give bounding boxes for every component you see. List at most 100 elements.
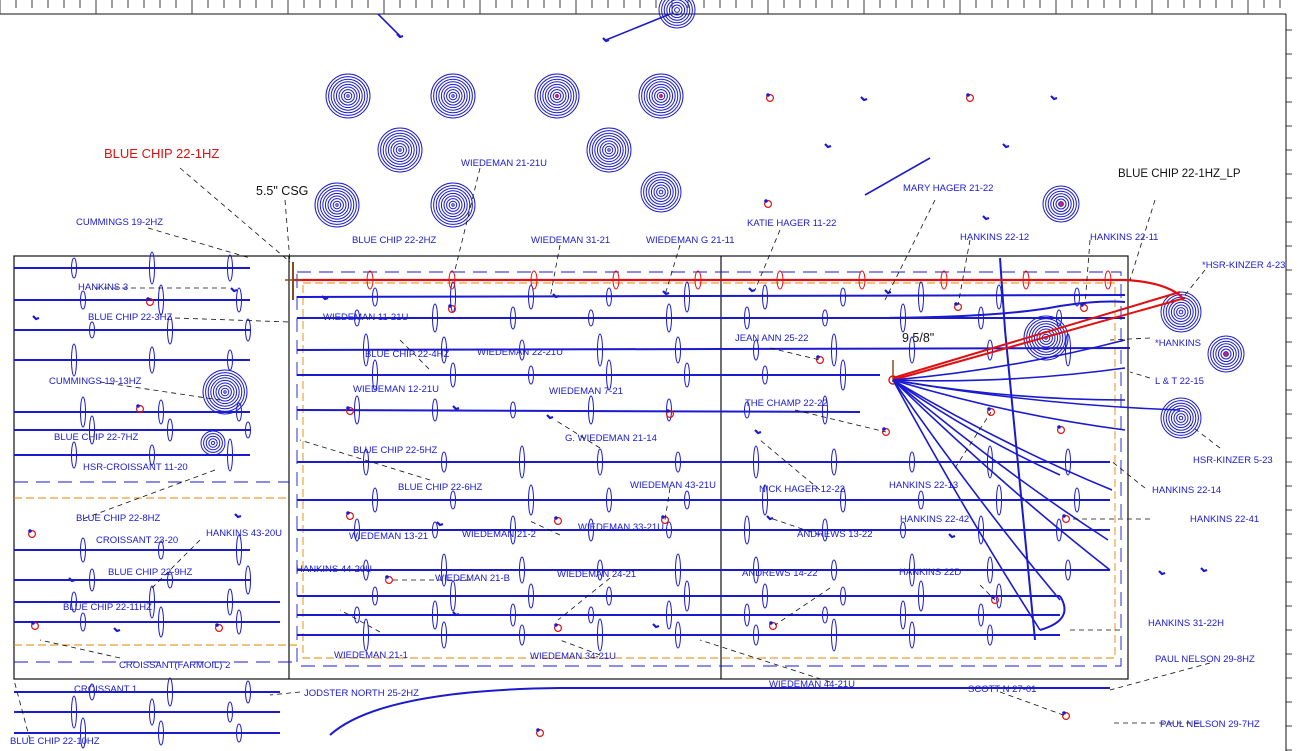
uncertainty-ellipse: [80, 396, 86, 428]
uncertainty-ellipse: [519, 556, 525, 584]
pad-wellbore-fan: [892, 339, 1181, 631]
uncertainty-ellipse: [753, 445, 759, 479]
leader-line: [664, 244, 681, 296]
fan-wellbore: [892, 379, 1109, 541]
uncertainty-ellipse: [89, 683, 95, 701]
target-ring: [534, 73, 580, 119]
surface-well: [824, 143, 832, 149]
well-label-wiedeman-21-1: WIEDEMAN 21-1: [334, 650, 408, 661]
uncertainty-ellipse: [753, 556, 759, 584]
uncertainty-ellipse: [149, 585, 155, 619]
well-label-croissant-1: CROISSANT 1: [74, 684, 137, 695]
uncertainty-ellipse: [519, 339, 525, 361]
leader-line: [774, 587, 831, 626]
surface-well: [552, 293, 560, 299]
leader-line: [979, 584, 996, 601]
leader-line: [999, 691, 1067, 717]
well-label-l-t-22-15: L & T 22-15: [1155, 376, 1204, 387]
wellbore: [329, 687, 1110, 736]
surface-well: [602, 37, 610, 43]
surface-well: [982, 215, 990, 221]
subject-well-path: [285, 262, 1186, 385]
uncertainty-ellipse: [432, 521, 438, 539]
subject-well-label: BLUE CHIP 22-1HZ: [104, 146, 219, 161]
uncertainty-ellipse: [245, 680, 251, 704]
subject-well-lp-label: BLUE CHIP 22-1HZ_LP: [1118, 168, 1241, 180]
leader-line: [529, 520, 561, 536]
uncertainty-ellipse: [597, 333, 603, 367]
surface-well: [1056, 425, 1065, 435]
leader-line: [794, 409, 887, 433]
uncertainty-ellipse: [606, 359, 612, 391]
uncertainty-ellipse: [900, 303, 906, 333]
uncertainty-ellipse: [149, 444, 155, 466]
uncertainty-ellipse: [167, 418, 173, 442]
uncertainty-ellipse: [987, 624, 993, 646]
wellbore: [296, 294, 1126, 298]
surface-well: [768, 621, 777, 630]
uncertainty-ellipse: [744, 306, 750, 330]
surface-well: [948, 533, 956, 539]
uncertainty-ellipse: [744, 401, 750, 419]
surface-well: [763, 199, 772, 209]
surface-well: [754, 429, 762, 435]
surface-well: [321, 295, 329, 301]
well-label-hankins-22d: HANKINS 22D: [899, 567, 961, 578]
well-label-croissant-23-20: CROISSANT 23-20: [96, 535, 178, 546]
surface-well: [884, 289, 892, 295]
wellbore: [296, 409, 861, 413]
uncertainty-ellipse: [840, 287, 846, 307]
surface-well: [546, 414, 554, 420]
surface-well: [230, 287, 238, 293]
leader-line: [13, 679, 31, 741]
well-label-croissant-farmoil-2: CROISSANT(FARMOIL) 2: [119, 660, 230, 671]
well-label-wiedeman-21-21u: WIEDEMAN 21-21U: [461, 158, 547, 169]
uncertainty-ellipse: [675, 451, 681, 473]
fan-wellbore: [892, 379, 1113, 491]
uncertainty-ellipse: [1056, 309, 1062, 327]
well-label-blue-chip-22-8hz: BLUE CHIP 22-8HZ: [76, 513, 160, 524]
uncertainty-ellipse: [675, 336, 681, 364]
uncertainty-ellipse: [450, 362, 456, 388]
uncertainty-ellipse: [519, 624, 525, 646]
uncertainty-ellipse: [831, 333, 837, 367]
well-label-scott-n-27-01: SCOTT N 27-01: [968, 684, 1036, 695]
uncertainty-ellipse: [158, 399, 164, 425]
surface-locations: [28, 13, 1208, 737]
well-label-andrews-14-22: ANDREWS 14-22: [742, 568, 818, 579]
uncertainty-ellipse: [158, 720, 164, 746]
surface-well: [953, 302, 962, 312]
uncertainty-ellipse: [510, 603, 516, 627]
well-label-blue-chip-22-10hz: BLUE CHIP 22-10HZ: [10, 736, 100, 747]
horizontal-wellbores: [14, 257, 1131, 736]
well-label-hsr-kinzer-4-23: *HSR-KINZER 4-23: [1202, 260, 1285, 271]
uncertainty-ellipse: [588, 518, 594, 542]
uncertainty-ellipse: [822, 606, 828, 624]
target-ring: [314, 182, 360, 228]
leader-line: [549, 244, 561, 299]
uncertainty-ellipse: [606, 487, 612, 513]
uncertainty-ellipse: [597, 448, 603, 476]
uncertainty-ellipse: [606, 586, 612, 606]
uncertainty-ellipse: [900, 600, 906, 630]
well-label-wiedeman-13-21: WIEDEMAN 13-21: [349, 531, 428, 542]
uncertainty-ellipse: [978, 306, 984, 330]
well-label-andrews-13-22: ANDREWS 13-22: [797, 529, 873, 540]
leader-line: [884, 199, 936, 301]
leader-line: [299, 439, 431, 481]
surface-well: [553, 516, 562, 525]
leader-line: [759, 439, 821, 491]
surface-well: [965, 93, 974, 102]
leader-line: [559, 639, 601, 656]
uncertainty-ellipse: [996, 583, 1002, 609]
well-label-wiedeman-12-21u: WIEDEMAN 12-21U: [353, 384, 439, 395]
uncertainty-ellipse: [528, 484, 534, 516]
well-label-jodster-north-25-2hz: JODSTER NORTH 25-2HZ: [304, 688, 419, 699]
fan-wellbore: [892, 379, 1061, 476]
target-ring: [658, 0, 696, 29]
wellbore: [999, 257, 1036, 641]
target-ring: [638, 73, 684, 119]
uncertainty-ellipse: [372, 359, 378, 391]
well-label-wiedeman-24-21: WIEDEMAN 24-21: [557, 569, 636, 580]
leader-line: [699, 639, 831, 683]
